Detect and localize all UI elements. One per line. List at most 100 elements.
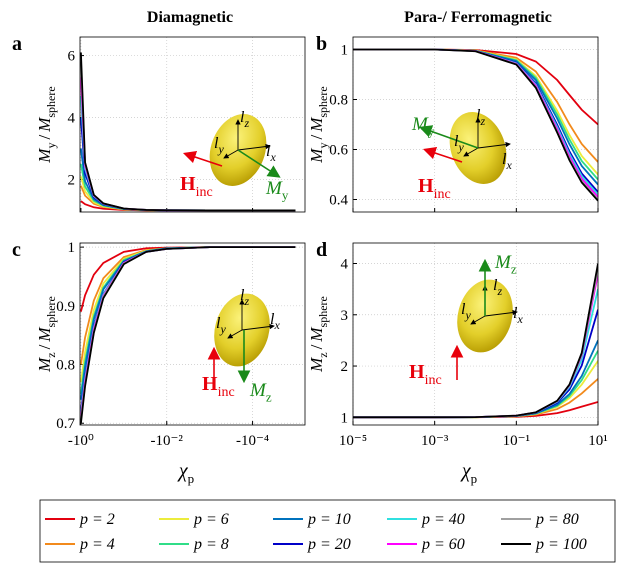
axis-label-main: l — [266, 143, 271, 160]
m-arrow — [237, 149, 281, 178]
y-label-sub: z — [44, 352, 58, 357]
y-label-main: M — [35, 148, 54, 164]
legend-box — [39, 499, 616, 563]
axis-label-main: l — [513, 305, 518, 322]
axes-box — [79, 36, 306, 213]
h-arrow — [422, 146, 463, 163]
axes-box — [352, 36, 599, 213]
field-label-main: H — [418, 175, 434, 197]
moment-label: My — [411, 114, 435, 139]
y-tick-label: 1 — [341, 410, 349, 426]
y-tick-label: 0.4 — [329, 193, 348, 209]
series-line — [80, 246, 296, 424]
y-label: My / Msphere — [307, 86, 330, 163]
plot — [80, 246, 296, 424]
y-label-sub: y — [44, 143, 58, 149]
field-label: Hinc — [409, 361, 442, 388]
x-label-sub: p — [471, 471, 478, 486]
axis-label-sub: z — [479, 114, 485, 128]
axis-label-main: l — [493, 277, 498, 294]
x-label-sub: p — [188, 471, 195, 486]
field-label-sub: inc — [196, 185, 213, 200]
y-label-main: M — [307, 148, 326, 164]
axis-label-sub: z — [243, 116, 249, 130]
axis-label-main: l — [214, 135, 219, 152]
axis-label: ly — [461, 301, 471, 322]
legend-label: p = 20 — [307, 536, 351, 553]
y-tick-label: 0.9 — [56, 299, 75, 315]
y-tick-label: 0.8 — [329, 93, 348, 109]
field-label-sub: inc — [218, 385, 235, 400]
x-tick-label: 10⁻⁵ — [339, 433, 367, 449]
axis-label: lz — [240, 109, 249, 130]
y-label-main: / — [35, 135, 54, 140]
y-tick-label: 6 — [68, 49, 76, 65]
h-arrow — [182, 150, 223, 167]
y-tick-label: 0.6 — [329, 143, 348, 159]
legend-label: p = 80 — [535, 511, 579, 528]
x-tick-label: 10⁻¹ — [503, 433, 530, 449]
moment-label-main: M — [494, 252, 512, 273]
inset-axis — [223, 149, 239, 159]
axis-label: lx — [502, 151, 512, 172]
x-label: χp — [460, 460, 477, 486]
panel-letter: a — [12, 33, 22, 55]
series-line — [353, 48, 598, 202]
y-label-sub: sphere — [44, 86, 58, 117]
x-tick-label: 10¹ — [588, 433, 608, 449]
y-label-main: / — [35, 344, 54, 349]
y-label-main: M — [35, 357, 54, 373]
y-label: Mz/Msphere — [35, 296, 58, 373]
field-label-sub: inc — [425, 373, 442, 388]
y-tick-label: 4 — [341, 257, 349, 273]
moment-label-sub: z — [511, 262, 517, 277]
axis-label-sub: x — [269, 150, 276, 164]
axis-label-main: l — [476, 107, 481, 124]
axis-label-main: l — [240, 109, 245, 126]
y-label-sub: sphere — [316, 296, 330, 327]
x-tick-label: -10⁰ — [68, 433, 94, 449]
field-label: Hinc — [202, 373, 235, 400]
inset-axis — [470, 315, 486, 325]
y-tick-label: 1 — [341, 43, 349, 59]
moment-label-main: M — [249, 380, 267, 401]
field-label-main: H — [202, 373, 218, 395]
column-title: Para-/ Ferromagnetic — [404, 9, 552, 26]
y-label: Mz/Msphere — [307, 296, 330, 373]
y-tick-label: 2 — [341, 359, 349, 375]
x-label-main: χ — [460, 460, 472, 482]
legend-label: p = 60 — [421, 536, 465, 553]
y-label: My / Msphere — [35, 86, 58, 163]
moment-label-sub: y — [428, 124, 435, 139]
panel-letter: c — [12, 239, 21, 261]
x-tick-label: -10⁻⁴ — [236, 433, 269, 449]
y-tick-label: 1 — [68, 240, 76, 256]
y-label-sub: sphere — [316, 86, 330, 117]
y-label-main: / — [307, 344, 326, 349]
axis-label: lz — [493, 277, 502, 298]
y-tick-label: 4 — [68, 111, 76, 127]
y-label-main: M — [307, 117, 326, 133]
series-line — [353, 263, 598, 419]
y-label-main: / — [307, 135, 326, 140]
axis-label: lx — [513, 305, 523, 326]
m-arrow — [418, 125, 479, 149]
series-line — [80, 52, 296, 212]
axis-label: lz — [240, 287, 249, 308]
y-label-main: M — [35, 327, 54, 343]
axis-label-sub: y — [217, 142, 224, 156]
axis-label-sub: y — [464, 308, 471, 322]
moment-label-sub: y — [282, 188, 289, 203]
moment-label: Mz — [249, 380, 272, 405]
inset-axis — [237, 143, 271, 151]
moment-label-sub: z — [266, 390, 272, 405]
moment-label: My — [265, 178, 289, 203]
x-label: χp — [177, 460, 194, 486]
legend-label: p = 2 — [79, 511, 115, 528]
y-label-sub: y — [316, 143, 330, 149]
y-label-sub: z — [316, 352, 330, 357]
axis-label-sub: z — [496, 284, 502, 298]
y-tick-label: 3 — [341, 308, 349, 324]
field-label-sub: inc — [434, 187, 451, 202]
